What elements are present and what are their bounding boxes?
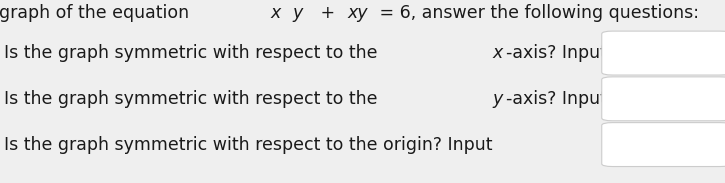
Text: x: x (493, 44, 503, 62)
Text: ²: ² (306, 0, 310, 1)
Text: Is the graph symmetric with respect to the: Is the graph symmetric with respect to t… (4, 90, 383, 108)
Text: or no here :: or no here : (684, 136, 725, 154)
FancyBboxPatch shape (602, 123, 725, 167)
Text: or no here :: or no here : (687, 90, 725, 108)
Text: ²: ² (283, 0, 289, 1)
Text: y: y (493, 90, 503, 108)
Text: -axis? Input: -axis? Input (506, 90, 612, 108)
FancyBboxPatch shape (602, 77, 725, 121)
Text: y: y (292, 4, 303, 22)
Text: Is the graph symmetric with respect to the origin? Input: Is the graph symmetric with respect to t… (4, 136, 497, 154)
Text: x: x (270, 4, 281, 22)
Text: +: + (315, 4, 340, 22)
Text: For the graph of the equation: For the graph of the equation (0, 4, 194, 22)
Text: = 6, answer the following questions:: = 6, answer the following questions: (374, 4, 699, 22)
Text: -axis? Input: -axis? Input (506, 44, 612, 62)
Text: Is the graph symmetric with respect to the: Is the graph symmetric with respect to t… (4, 44, 383, 62)
Text: yes: yes (643, 44, 676, 62)
Text: or no here :: or no here : (687, 44, 725, 62)
FancyBboxPatch shape (602, 31, 725, 75)
Text: yes: yes (641, 136, 674, 154)
Text: xy: xy (348, 4, 368, 22)
Text: yes: yes (643, 90, 676, 108)
